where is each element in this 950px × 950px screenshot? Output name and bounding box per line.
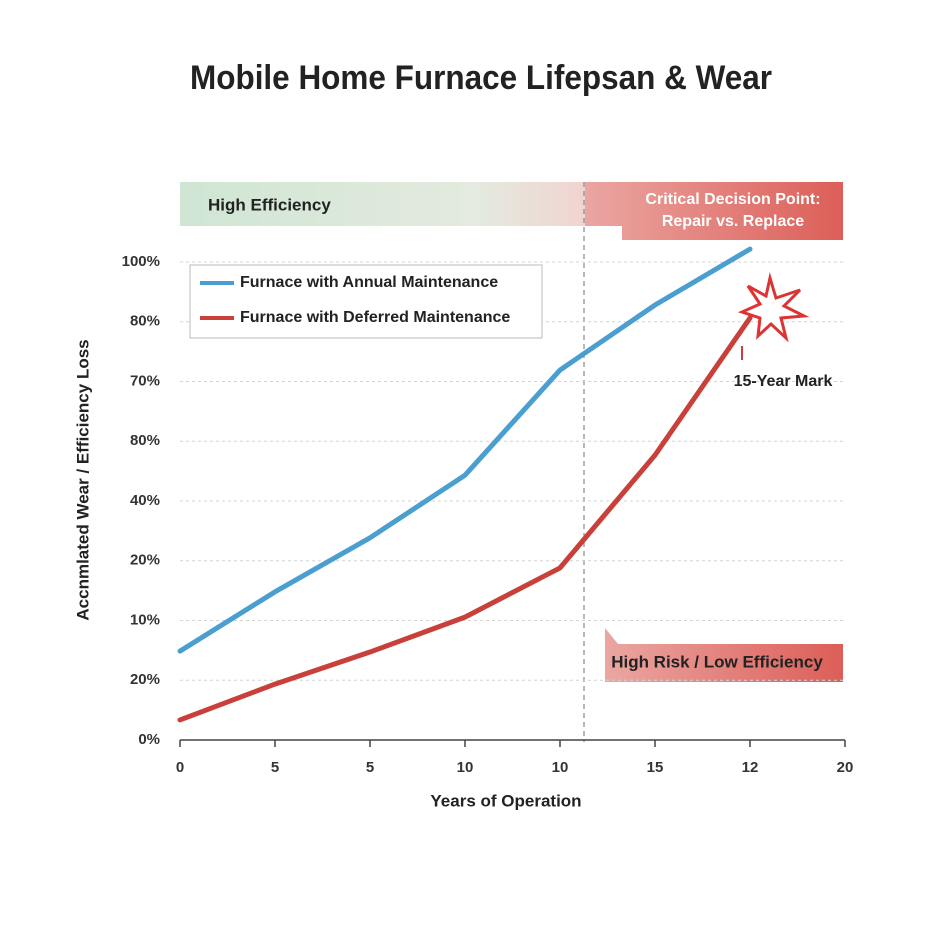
chart-title: Mobile Home Furnace Lifepsan & Wear (190, 59, 772, 97)
y-tick-label: 20% (130, 671, 160, 688)
y-tick-label: 0% (138, 731, 160, 748)
burst-icon (737, 272, 810, 343)
y-tick-label: 70% (130, 372, 160, 389)
y-tick-label: 40% (130, 492, 160, 509)
x-tick-label: 12 (742, 759, 759, 776)
series-line (177, 315, 753, 723)
x-tick-label: 10 (457, 759, 474, 776)
x-tick-label: 5 (271, 759, 279, 776)
legend-label: Furnace with Annual Maintenance (240, 274, 498, 291)
y-tick-label: 20% (130, 552, 160, 569)
band-label: High Efficiency (208, 195, 331, 214)
y-tick-label: 80% (130, 432, 160, 449)
risk-box (605, 628, 843, 682)
x-tick-label: 15 (647, 759, 664, 776)
x-tick-label: 5 (366, 759, 374, 776)
series-line (177, 246, 753, 654)
legend-label: Furnace with Deferred Maintenance (240, 309, 510, 326)
x-tick-label: 0 (176, 759, 184, 776)
decision-box (585, 182, 843, 240)
y-tick-label: 80% (130, 313, 160, 330)
x-tick-label: 10 (552, 759, 569, 776)
decision-label: Repair vs. Replace (662, 213, 804, 230)
x-axis-label: Years of Operation (430, 791, 581, 810)
year-mark-label: 15-Year Mark (734, 373, 833, 390)
y-tick-label: 10% (130, 611, 160, 628)
y-tick-label: 100% (122, 253, 160, 270)
x-tick-label: 20 (837, 759, 854, 776)
legend (189, 264, 543, 339)
y-axis-label: Accnmlated Wear / Efficiency Loss (73, 339, 92, 620)
decision-label: Critical Decision Point: (645, 191, 820, 208)
risk-label: High Risk / Low Efficiency (611, 652, 823, 671)
